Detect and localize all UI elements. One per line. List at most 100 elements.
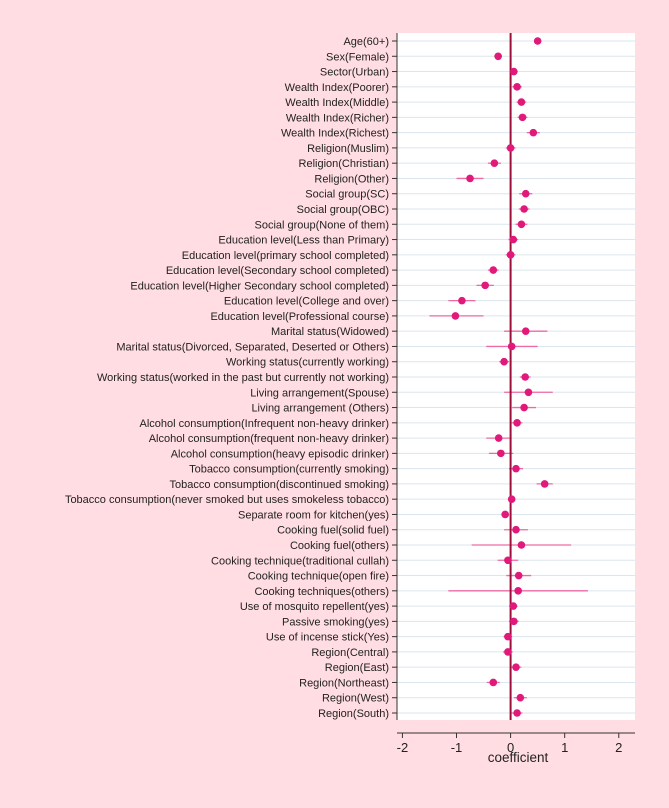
coefficient-point (516, 693, 525, 702)
row-label: Region(Central) (311, 647, 389, 659)
row-label: Education level(College and over) (224, 296, 389, 308)
x-tick-label: 1 (561, 740, 568, 755)
row-label: Cooking technique(traditional cullah) (211, 555, 389, 567)
row-label: Alcohol consumption(Infrequent non-heavy… (140, 418, 389, 430)
coefficient-point (524, 388, 533, 397)
row-label: Tobacco consumption(discontinued smoking… (169, 479, 389, 491)
coefficient-point (529, 128, 538, 137)
x-axis-title: coefficient (488, 750, 549, 765)
row-label: Sector(Urban) (320, 67, 389, 79)
coefficient-point (494, 434, 503, 442)
coefficient-point (520, 205, 528, 213)
row-label: Social group(None of them) (254, 219, 389, 231)
coefficient-point (489, 678, 498, 687)
coefficient-point (500, 357, 508, 366)
coefficient-point (490, 159, 499, 167)
row-label: Living arrangement(Spouse) (250, 387, 389, 399)
coefficient-point (458, 296, 466, 305)
coefficient-point (512, 663, 520, 671)
row-label: Wealth Index(Richer) (286, 112, 389, 124)
row-label: Cooking fuel(solid fuel) (277, 525, 389, 537)
coefficient-point (504, 632, 512, 641)
coefficient-point (518, 113, 527, 122)
coefficient-point (514, 587, 522, 595)
row-label: Religion(Other) (314, 173, 389, 185)
coefficient-point (451, 312, 460, 320)
coefficient-point (504, 556, 512, 565)
row-label: Education level(Professional course) (210, 311, 389, 323)
coefficient-point (489, 266, 498, 274)
row-label: Age(60+) (343, 36, 389, 48)
row-label: Separate room for kitchen(yes) (238, 509, 389, 521)
coefficient-point (512, 464, 520, 473)
coefficient-point (512, 525, 520, 534)
coefficient-point (517, 220, 526, 229)
row-label: Marital status(Divorced, Separated, Dese… (116, 341, 389, 353)
row-label: Wealth Index(Poorer) (285, 82, 389, 94)
coefficient-point (513, 419, 521, 427)
row-label: Religion(Muslim) (307, 143, 389, 155)
coefficient-points (451, 37, 549, 717)
coefficient-point (513, 83, 521, 91)
row-label: Region(Northeast) (299, 677, 389, 689)
coefficient-point (509, 602, 518, 610)
x-axis: -2 -1 0 1 2 (397, 732, 635, 755)
row-label: Alcohol consumption(frequent non-heavy d… (149, 433, 389, 445)
row-label: Tobacco consumption(never smoked but use… (65, 494, 389, 506)
row-label: Wealth Index(Richest) (281, 128, 389, 140)
coefficient-point (521, 189, 530, 198)
row-label: Education level(Less than Primary) (218, 235, 389, 247)
coefficient-point (510, 67, 518, 76)
row-label: Living arrangement (Others) (251, 403, 389, 415)
coefficient-point (507, 342, 516, 351)
coefficient-point (501, 510, 509, 519)
row-label: Education level(Secondary school complet… (166, 265, 389, 277)
coefficient-point (497, 449, 505, 458)
x-tick-label: -1 (451, 740, 463, 755)
row-label: Cooking fuel(others) (290, 540, 389, 552)
x-tick-label: 0 (507, 740, 514, 755)
row-label: Marital status(Widowed) (271, 326, 389, 338)
gridlines (397, 40, 635, 714)
x-tick-label: 2 (615, 740, 622, 755)
row-label: Social group(OBC) (297, 204, 389, 216)
coefficient-point (506, 251, 515, 259)
row-label: Working status(worked in the past but cu… (97, 372, 389, 384)
row-label: Passive smoking(yes) (282, 616, 389, 628)
row-label: Cooking technique(open fire) (248, 571, 389, 583)
row-label: Social group(SC) (305, 189, 389, 201)
row-label: Region(East) (325, 662, 389, 674)
y-axis-labels: Age(60+) Sex(Female) Sector(Urban) Wealth I… (65, 33, 398, 720)
coefficient-point (540, 480, 549, 488)
coefficient-point (521, 327, 530, 335)
row-label: Region(West) (322, 693, 389, 705)
coefficient-point (509, 235, 518, 244)
coefficient-point (517, 541, 526, 549)
row-label: Use of mosquito repellent(yes) (240, 601, 389, 613)
coefficient-point (504, 648, 512, 656)
coefficient-point (517, 98, 526, 106)
row-label: Alcohol consumption(heavy episodic drink… (171, 448, 389, 460)
row-label: Tobacco consumption(currently smoking) (189, 464, 389, 476)
coefficient-point (521, 373, 529, 381)
row-label: Cooking techniques(others) (254, 586, 389, 598)
row-label: Region(South) (318, 708, 389, 720)
coefficient-point (506, 144, 515, 152)
coefficient-point (513, 709, 521, 717)
coefficient-point (466, 174, 474, 183)
row-label: Education level(Higher Secondary school … (130, 280, 389, 292)
row-label: Religion(Christian) (299, 158, 389, 170)
coefficient-point (481, 281, 489, 290)
coefficient-point (533, 37, 542, 45)
row-label: Sex(Female) (326, 51, 389, 63)
coefficient-point (494, 52, 502, 61)
row-label: Education level(primary school completed… (182, 250, 389, 262)
coefficient-point (510, 617, 518, 626)
coefficient-point (507, 495, 516, 503)
x-tick-label: -2 (397, 740, 409, 755)
coefficient-point (514, 571, 523, 580)
coefficient-point (520, 403, 528, 412)
row-label: Use of incense stick(Yes) (266, 632, 389, 644)
